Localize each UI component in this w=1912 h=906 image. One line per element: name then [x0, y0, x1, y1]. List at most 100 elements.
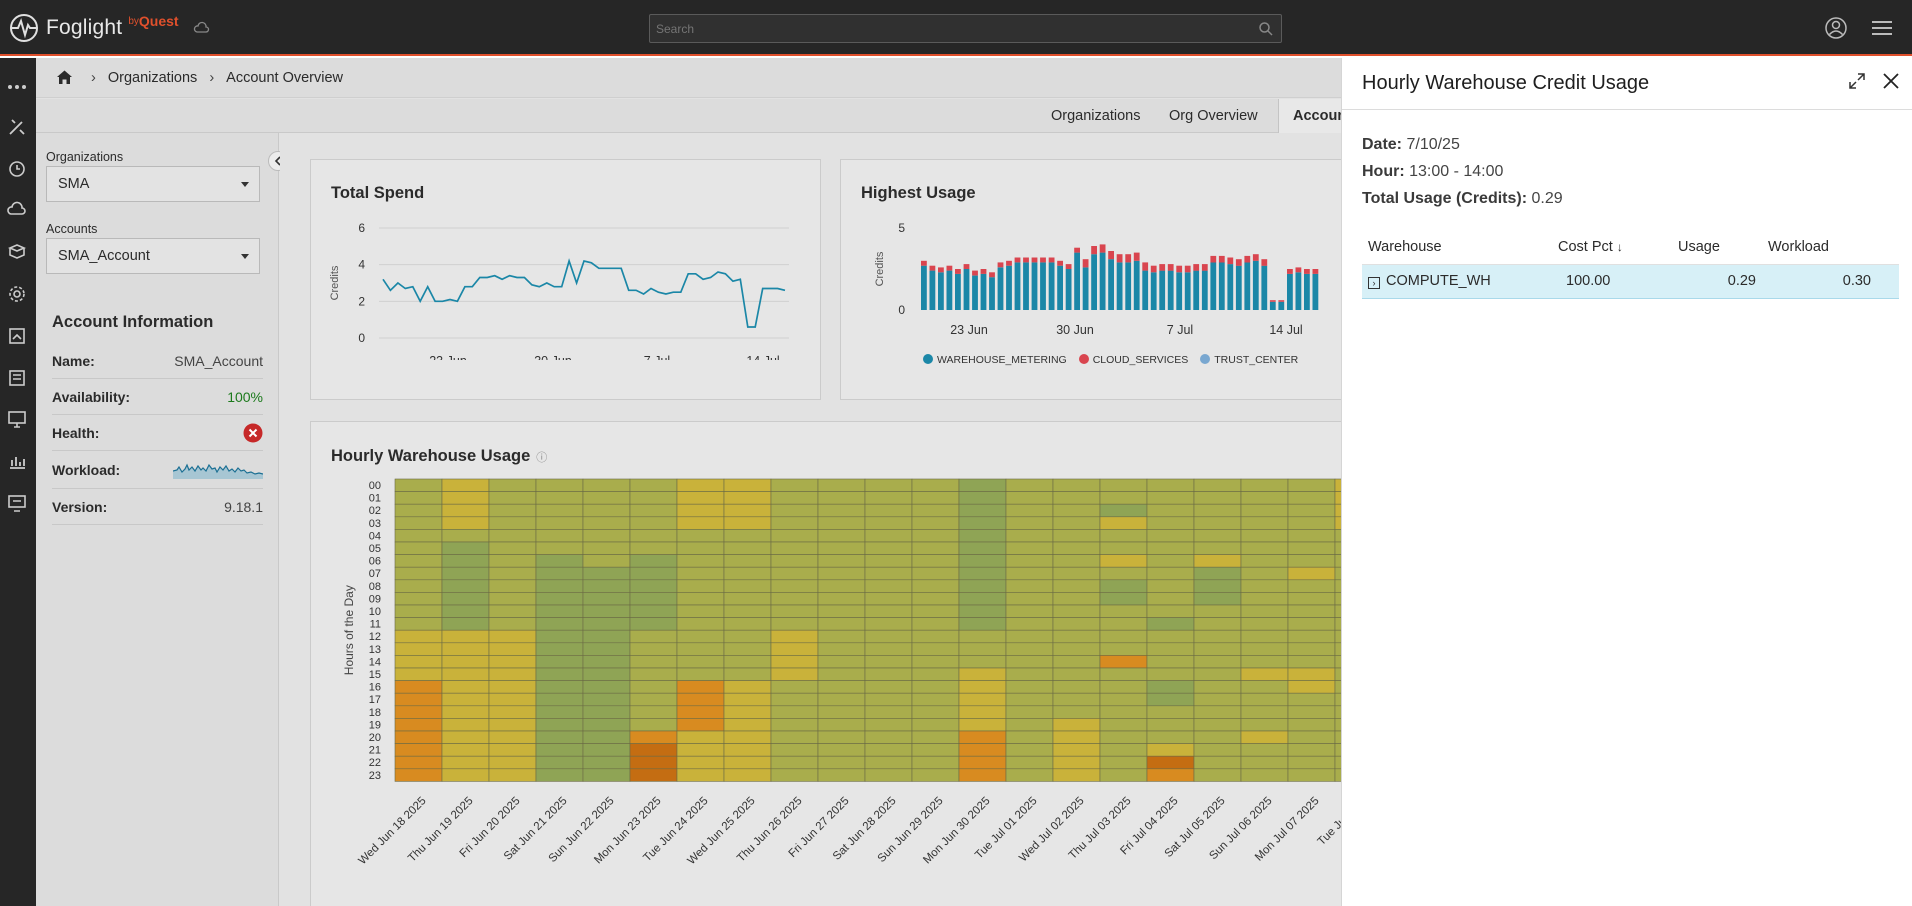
legend-item[interactable]: CLOUD_SERVICES	[1078, 354, 1189, 366]
heatmap-cell	[1005, 743, 1054, 757]
hourly-usage-heatmap[interactable]: 0001020304050607080910111213141516171819…	[311, 472, 1342, 906]
chart-icon[interactable]	[6, 450, 28, 472]
heatmap-cell	[629, 478, 678, 492]
heatmap-cell	[394, 629, 443, 644]
heatmap-cell	[770, 667, 819, 681]
heatmap-cell	[1052, 566, 1101, 581]
search-icon[interactable]	[1258, 21, 1274, 37]
y-axis-label: Credits	[329, 265, 341, 300]
dashboards-icon[interactable]	[6, 367, 28, 389]
global-search[interactable]	[649, 14, 1282, 43]
tab-organizations[interactable]: Organizations	[1051, 108, 1141, 124]
drilldown-icon[interactable]: ›	[1368, 277, 1380, 289]
close-icon[interactable]	[1882, 72, 1900, 90]
total-spend-chart[interactable]: 0 2 4 6 Credits 23 Jun 30 Jun 7 Jul 14 Jul	[311, 210, 822, 360]
heatmap-cell	[864, 503, 913, 518]
heatmap-cell	[1099, 604, 1148, 618]
cloud-icon[interactable]	[6, 199, 28, 221]
heatmap-cell	[488, 592, 537, 606]
col-cost-pct-label: Cost Pct	[1558, 238, 1613, 255]
legend-item[interactable]: WAREHOUSE_METERING	[923, 354, 1067, 366]
col-warehouse[interactable]: Warehouse	[1362, 230, 1552, 265]
brand-by: by	[128, 15, 139, 27]
heatmap-cell	[394, 554, 443, 568]
health-error-icon[interactable]	[243, 423, 263, 443]
y-tick-label: 0	[898, 303, 905, 317]
accounts-select[interactable]: SMA_Account	[46, 238, 260, 274]
heatmap-cell	[817, 743, 866, 757]
organizations-select[interactable]: SMA	[46, 166, 260, 202]
heatmap-cell	[676, 592, 725, 606]
home-icon[interactable]	[56, 69, 73, 86]
monitor-icon[interactable]	[6, 408, 28, 430]
hour-label: 03	[369, 518, 381, 530]
bar-segment	[1065, 264, 1072, 269]
heatmap-cell	[911, 554, 960, 568]
heatmap-cell	[582, 554, 631, 568]
alarm-icon[interactable]	[6, 157, 28, 179]
col-usage[interactable]: Usage	[1672, 230, 1762, 265]
cloud-status-icon[interactable]	[193, 19, 211, 37]
tab-account-overview[interactable]: Accoun	[1278, 99, 1347, 133]
bar-segment	[1261, 259, 1268, 266]
left-nav	[0, 58, 36, 906]
total-value: 0.29	[1531, 190, 1563, 207]
screen-icon[interactable]	[6, 492, 28, 514]
expand-icon[interactable]	[1848, 72, 1866, 90]
legend-label: CLOUD_SERVICES	[1092, 354, 1189, 366]
highest-usage-title: Highest Usage	[861, 184, 976, 202]
bar-segment	[1176, 272, 1183, 310]
settings-gear-icon[interactable]	[6, 283, 28, 305]
bar-segment	[1048, 262, 1055, 310]
heatmap-cell	[582, 667, 631, 681]
heatmap-cell	[817, 755, 866, 770]
workload-sparkline[interactable]	[173, 461, 263, 479]
heatmap-cell	[1193, 705, 1242, 719]
heatmap-cell	[394, 667, 443, 681]
heatmap-cell	[1287, 730, 1336, 744]
hamburger-menu-icon[interactable]	[1870, 16, 1894, 40]
sort-down-icon: ↓	[1616, 239, 1623, 254]
bar-segment	[1048, 257, 1055, 263]
col-cost-pct[interactable]: Cost Pct ↓	[1552, 230, 1672, 265]
search-input[interactable]	[650, 15, 1281, 42]
heatmap-cell	[629, 718, 678, 732]
tools-icon[interactable]	[6, 116, 28, 138]
heatmap-cell	[1005, 516, 1054, 530]
hour-label: 07	[369, 568, 381, 580]
date-label: Date:	[1362, 136, 1403, 153]
table-row[interactable]: › COMPUTE_WH 100.00 0.29 0.30	[1362, 263, 1899, 299]
heatmap-cell	[394, 516, 443, 530]
col-workload[interactable]: Workload	[1762, 230, 1899, 265]
tab-org-overview[interactable]: Org Overview	[1169, 108, 1258, 124]
heatmap-cell	[629, 579, 678, 593]
heatmap-cell	[676, 655, 725, 669]
app-logo[interactable]: Foglight by Quest	[8, 12, 211, 44]
heatmap-cell	[1287, 667, 1336, 681]
hour-label: 19	[369, 719, 381, 731]
heatmap-cell	[1146, 705, 1195, 719]
heatmap-cell	[582, 755, 631, 770]
bar-segment	[1218, 255, 1225, 263]
highest-usage-chart[interactable]: 0 5 Credits 23 Jun 30 Jun 7 Jul 14 Jul	[841, 210, 1342, 350]
heatmap-cell	[817, 503, 866, 518]
heatmap-cell	[770, 503, 819, 518]
heatmap-cell	[723, 743, 772, 757]
more-icon[interactable]	[6, 76, 28, 98]
legend-item[interactable]: TRUST_CENTER	[1200, 354, 1298, 366]
info-icon[interactable]: ⓘ	[536, 452, 548, 464]
heatmap-cell	[676, 579, 725, 593]
heatmap-cell	[488, 718, 537, 732]
reports-icon[interactable]	[6, 325, 28, 347]
y-axis-label: Credits	[874, 251, 886, 286]
breadcrumb-organizations[interactable]: Organizations	[107, 69, 198, 86]
user-profile-icon[interactable]	[1824, 16, 1848, 40]
heatmap-cell	[535, 705, 584, 719]
heatmap-cell	[958, 592, 1007, 606]
bar-segment	[1057, 265, 1063, 310]
database-icon[interactable]	[6, 241, 28, 263]
heatmap-cell	[911, 642, 960, 656]
bar-segment	[955, 269, 961, 274]
heatmap-cell	[1240, 768, 1289, 782]
heatmap-cell	[535, 566, 584, 581]
